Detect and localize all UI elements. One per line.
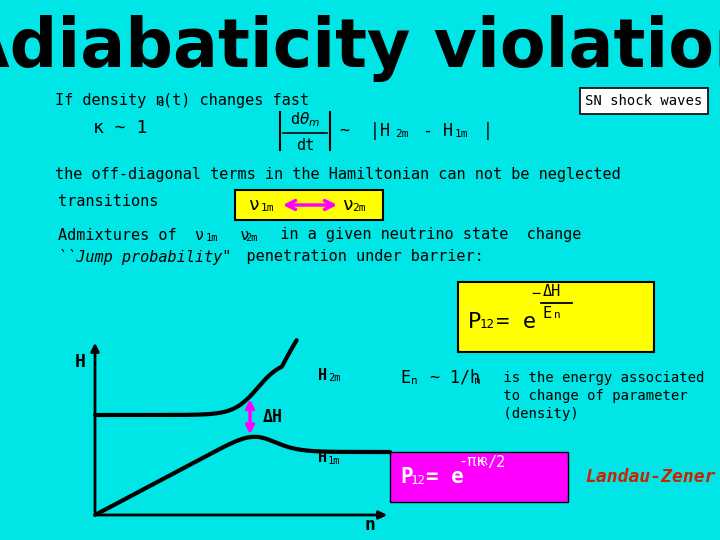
Text: transitions: transitions: [58, 194, 158, 210]
Text: ~ 1/h: ~ 1/h: [420, 369, 480, 387]
Text: ν: ν: [222, 227, 249, 242]
Text: ΔH: ΔH: [543, 285, 562, 300]
Text: SN shock waves: SN shock waves: [585, 94, 703, 108]
Text: to change of parameter: to change of parameter: [495, 389, 688, 403]
Text: H: H: [318, 368, 327, 382]
Text: d$\theta_m$: d$\theta_m$: [290, 111, 320, 130]
Text: e: e: [157, 98, 163, 108]
Bar: [390, 452, 568, 502]
Text: n: n: [554, 310, 561, 320]
Text: ν: ν: [342, 196, 353, 214]
Text: penetration under barrier:: penetration under barrier:: [210, 249, 484, 265]
Text: - H: - H: [413, 122, 453, 140]
Text: ΔH: ΔH: [263, 408, 283, 426]
Text: Admixtures of  ν: Admixtures of ν: [58, 227, 204, 242]
Text: E: E: [400, 369, 410, 387]
Bar: [580, 88, 708, 114]
Text: E: E: [543, 306, 552, 321]
Text: If density n: If density n: [55, 92, 164, 107]
Text: R: R: [480, 457, 487, 467]
Text: dt: dt: [296, 138, 314, 152]
Text: in a given neutrino state  change: in a given neutrino state change: [262, 227, 581, 242]
Text: (t) changes fast: (t) changes fast: [163, 92, 309, 107]
Bar: [458, 282, 654, 352]
Text: 2m: 2m: [352, 203, 366, 213]
Text: -πκ: -πκ: [458, 455, 485, 469]
Text: H: H: [75, 353, 86, 371]
Bar: [235, 190, 383, 220]
Text: 2m: 2m: [245, 233, 258, 243]
Text: (density): (density): [495, 407, 579, 421]
Text: ``Jump probability": ``Jump probability": [58, 249, 231, 265]
Text: = e: = e: [496, 312, 536, 332]
Text: 12: 12: [480, 319, 495, 332]
Text: is the energy associated: is the energy associated: [495, 371, 704, 385]
Text: Adiabaticity violation: Adiabaticity violation: [0, 15, 720, 82]
Text: |: |: [473, 122, 493, 140]
Text: 1m: 1m: [328, 456, 341, 466]
Text: −: −: [531, 286, 540, 300]
Text: n: n: [364, 516, 375, 534]
Text: 1m: 1m: [455, 129, 469, 139]
Text: P: P: [468, 312, 482, 332]
Text: ~  |H: ~ |H: [340, 122, 390, 140]
Text: = e: = e: [426, 467, 464, 487]
Text: n: n: [411, 376, 418, 386]
Text: 1m: 1m: [261, 203, 274, 213]
Text: 2m: 2m: [328, 373, 341, 383]
Text: 1m: 1m: [206, 233, 218, 243]
Text: /2: /2: [487, 455, 505, 469]
Text: 12: 12: [411, 474, 426, 487]
Text: H: H: [318, 450, 327, 465]
Text: Landau-Zener: Landau-Zener: [585, 468, 716, 486]
Text: κ ~ 1: κ ~ 1: [93, 119, 147, 137]
Text: the off-diagonal terms in the Hamiltonian can not be neglected: the off-diagonal terms in the Hamiltonia…: [55, 167, 621, 183]
Text: P: P: [400, 467, 413, 487]
Text: 2m: 2m: [395, 129, 408, 139]
Text: n: n: [474, 376, 481, 386]
Text: ν: ν: [248, 196, 258, 214]
